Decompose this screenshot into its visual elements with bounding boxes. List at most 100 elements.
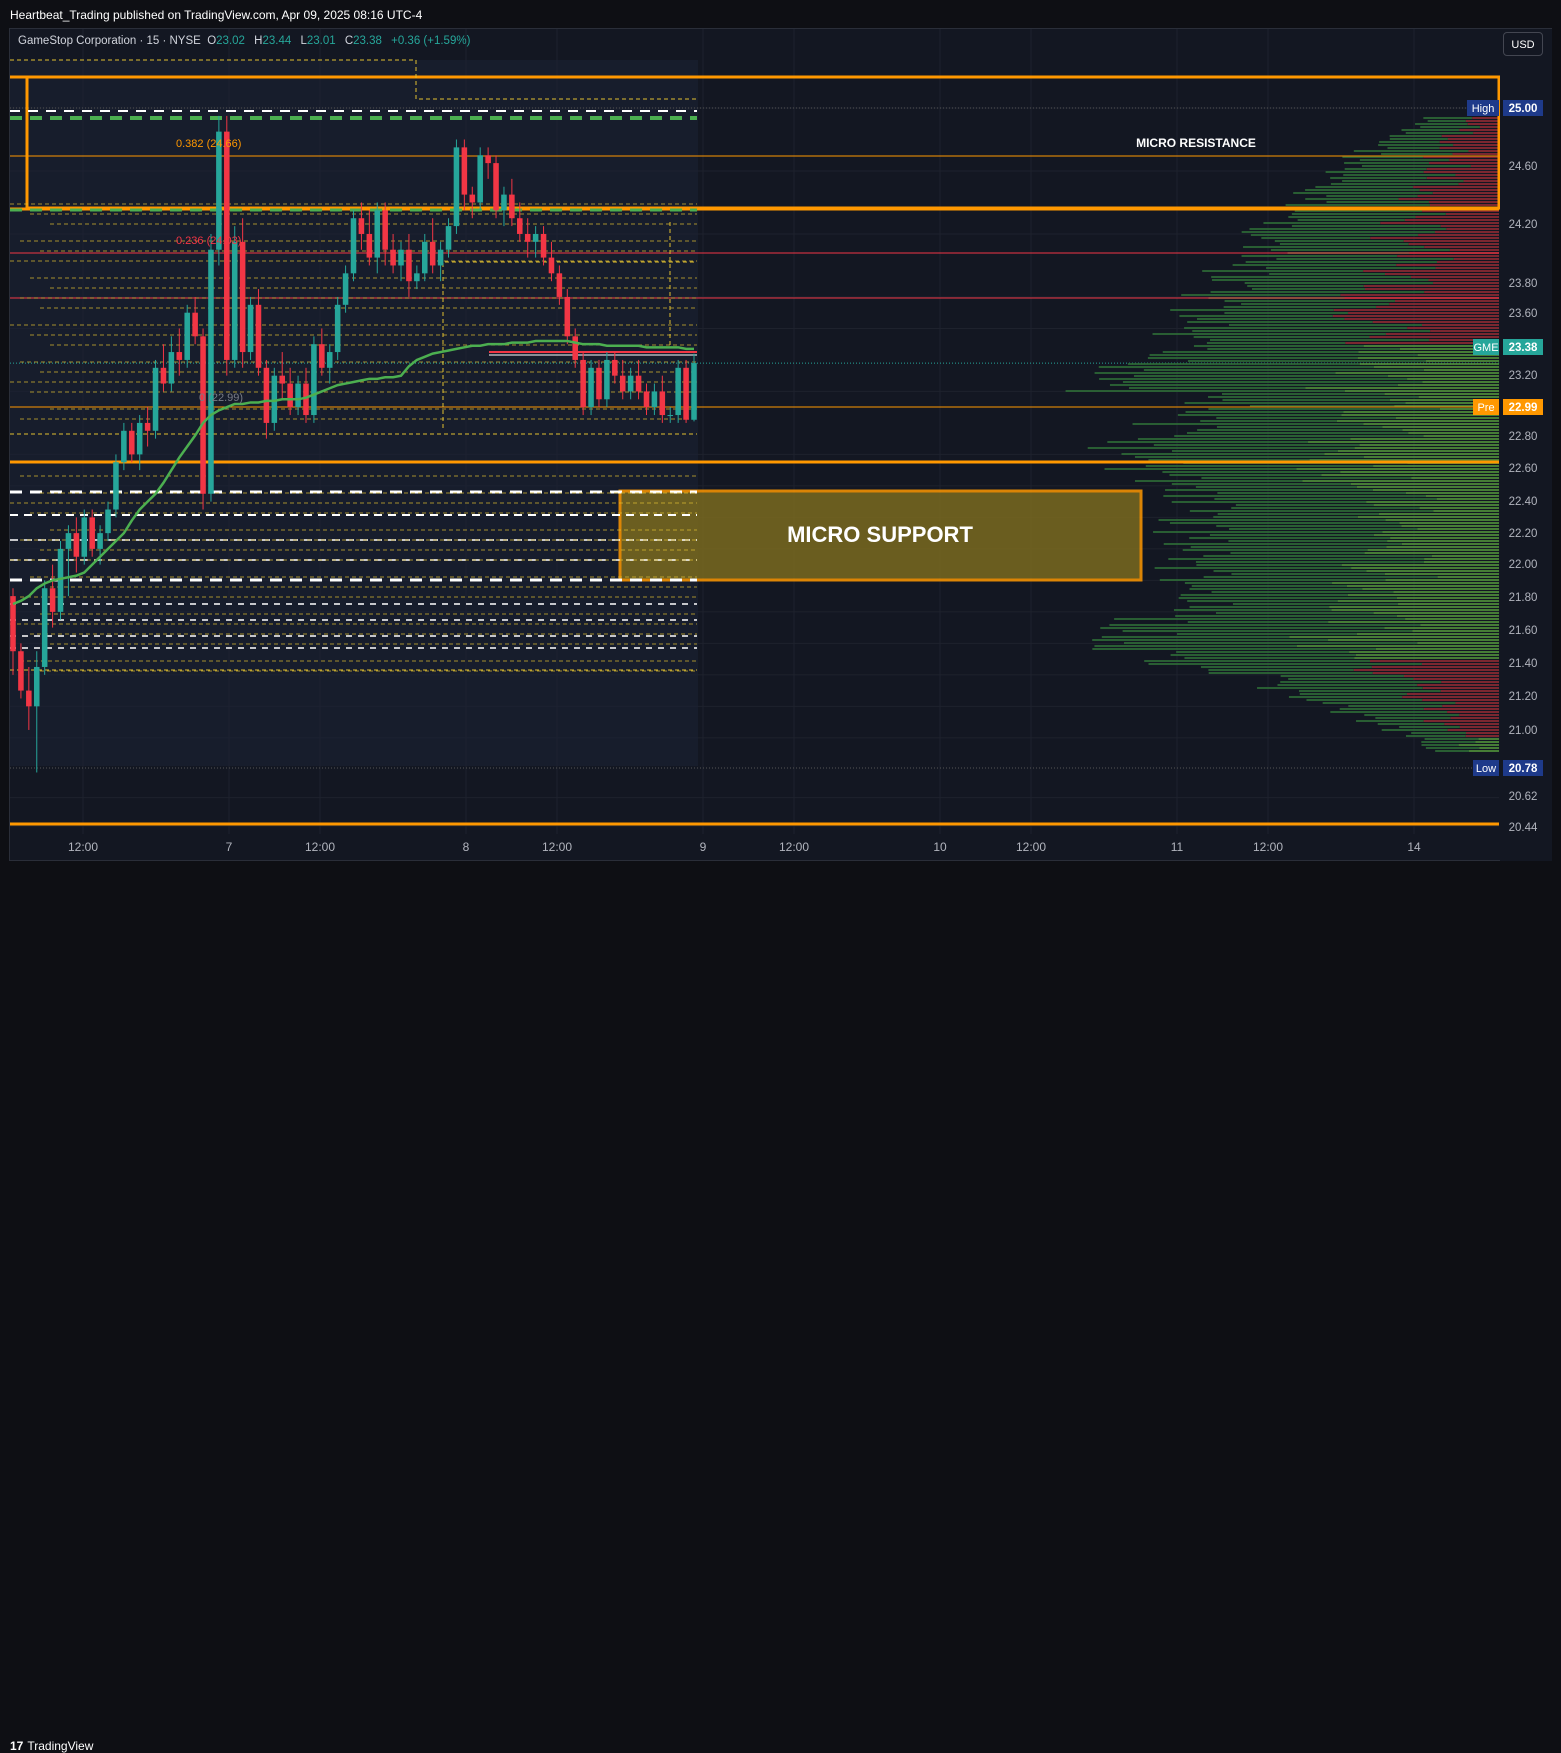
price-tick-label: 25.00 — [1509, 103, 1538, 115]
yellow-dashed-bracket — [10, 59, 697, 100]
candle-body — [231, 241, 238, 360]
candle-body — [113, 462, 119, 510]
candle — [303, 367, 309, 423]
candle — [485, 147, 491, 179]
high-label: H — [254, 35, 263, 47]
price-tick-label: 22.99 — [1509, 402, 1538, 414]
candle — [564, 289, 571, 345]
candle — [414, 265, 420, 290]
candle — [453, 139, 460, 234]
candle — [89, 509, 95, 557]
candle-body — [524, 233, 531, 242]
time-tick-label: 8 — [463, 840, 470, 854]
candle — [406, 233, 412, 297]
candle-body — [548, 257, 555, 274]
candle — [33, 651, 40, 773]
candle — [366, 210, 373, 266]
candle-body — [580, 359, 586, 408]
candle-body — [224, 131, 230, 360]
candle — [184, 304, 190, 368]
candle — [580, 352, 586, 416]
candle-body — [651, 391, 658, 408]
candle — [517, 202, 523, 242]
price-tick-label: 22.40 — [1509, 496, 1538, 508]
candle — [168, 336, 175, 392]
low-label: L — [300, 35, 307, 47]
candle-body — [152, 367, 159, 431]
price-badge-label: Pre — [1477, 402, 1494, 414]
candle-body — [604, 359, 610, 400]
candle — [493, 155, 499, 219]
time-tick-label: 12:00 — [305, 840, 335, 854]
candle-body — [18, 651, 24, 691]
time-tick-label: 12:00 — [779, 840, 809, 854]
price-badge-label: GME — [1473, 342, 1498, 354]
candle-body — [374, 210, 381, 258]
time-tick-label: 11 — [1171, 840, 1184, 854]
candle-body — [144, 422, 151, 431]
candle — [596, 359, 602, 408]
price-tick-label: 22.20 — [1509, 528, 1538, 540]
price-chart[interactable]: MICRO RESISTANCE MICRO SUPPORT 0.382 (24.6… — [0, 0, 1561, 897]
annotations: MICRO RESISTANCE MICRO SUPPORT 0.382 (24.6… — [176, 136, 1256, 547]
tradingview-logo-icon: 17 — [10, 1739, 24, 1753]
candle-body — [255, 304, 262, 368]
time-tick-label: 9 — [700, 840, 707, 854]
bottom-bar: 17 TradingView — [0, 866, 1561, 1753]
candle-body — [263, 367, 270, 423]
candle — [319, 328, 325, 376]
candle-body — [398, 249, 404, 266]
time-tick-label: 12:00 — [542, 840, 572, 854]
candle-body — [683, 367, 689, 420]
tradingview-logo-text: TradingView — [27, 1739, 94, 1753]
candle-body — [477, 155, 483, 203]
candle — [192, 296, 198, 345]
time-tick-label: 12:00 — [1253, 840, 1283, 854]
candle — [144, 407, 151, 447]
candle — [41, 580, 48, 675]
chart-zones — [10, 75, 1501, 826]
candle — [113, 454, 119, 518]
price-tick-label: 23.60 — [1509, 308, 1538, 320]
candle — [247, 296, 254, 360]
price-badge — [1503, 100, 1543, 116]
candle-body — [49, 588, 56, 612]
candle-body — [406, 249, 412, 282]
symbol-legend: GameStop Corporation · 15 · NYSE O23.02 … — [18, 35, 470, 47]
price-tick-label: 20.62 — [1509, 791, 1538, 803]
candle-body — [136, 422, 143, 455]
candle — [619, 359, 626, 400]
candle-body — [311, 344, 317, 416]
volume-profile — [1065, 117, 1499, 752]
price-badge-label-bg — [1467, 100, 1499, 116]
candle — [524, 218, 531, 258]
low-value: 23.01 — [306, 35, 336, 47]
candle — [683, 359, 689, 423]
candle — [334, 296, 341, 360]
candle-body — [564, 296, 571, 337]
candle — [532, 226, 539, 258]
top-bar: Heartbeat_Trading published on TradingVi… — [0, 0, 1561, 28]
price-badge — [1503, 760, 1543, 776]
fib-level-label: 0.236 (24.03) — [176, 235, 241, 247]
candle — [121, 422, 127, 471]
price-badge-label: Low — [1476, 763, 1496, 775]
tradingview-logo[interactable]: 17 TradingView — [10, 1739, 93, 1753]
candle-body — [619, 375, 626, 392]
price-tick-label: 21.20 — [1509, 691, 1538, 703]
candle — [160, 344, 167, 392]
candle-body — [675, 367, 681, 416]
candle-body — [176, 352, 183, 360]
candle-body — [493, 163, 499, 211]
candle — [675, 359, 681, 423]
currency-button[interactable]: USD — [1503, 32, 1543, 56]
candle — [311, 336, 317, 423]
candle — [200, 328, 206, 510]
price-badge-label-bg — [1473, 760, 1499, 776]
candle — [477, 147, 483, 211]
price-axis-bg — [1500, 29, 1552, 861]
change-value: +0.36 (+1.59%) — [391, 35, 471, 47]
candle — [612, 352, 618, 384]
resistance-label: MICRO RESISTANCE — [1136, 136, 1256, 150]
candle-body — [334, 304, 341, 353]
